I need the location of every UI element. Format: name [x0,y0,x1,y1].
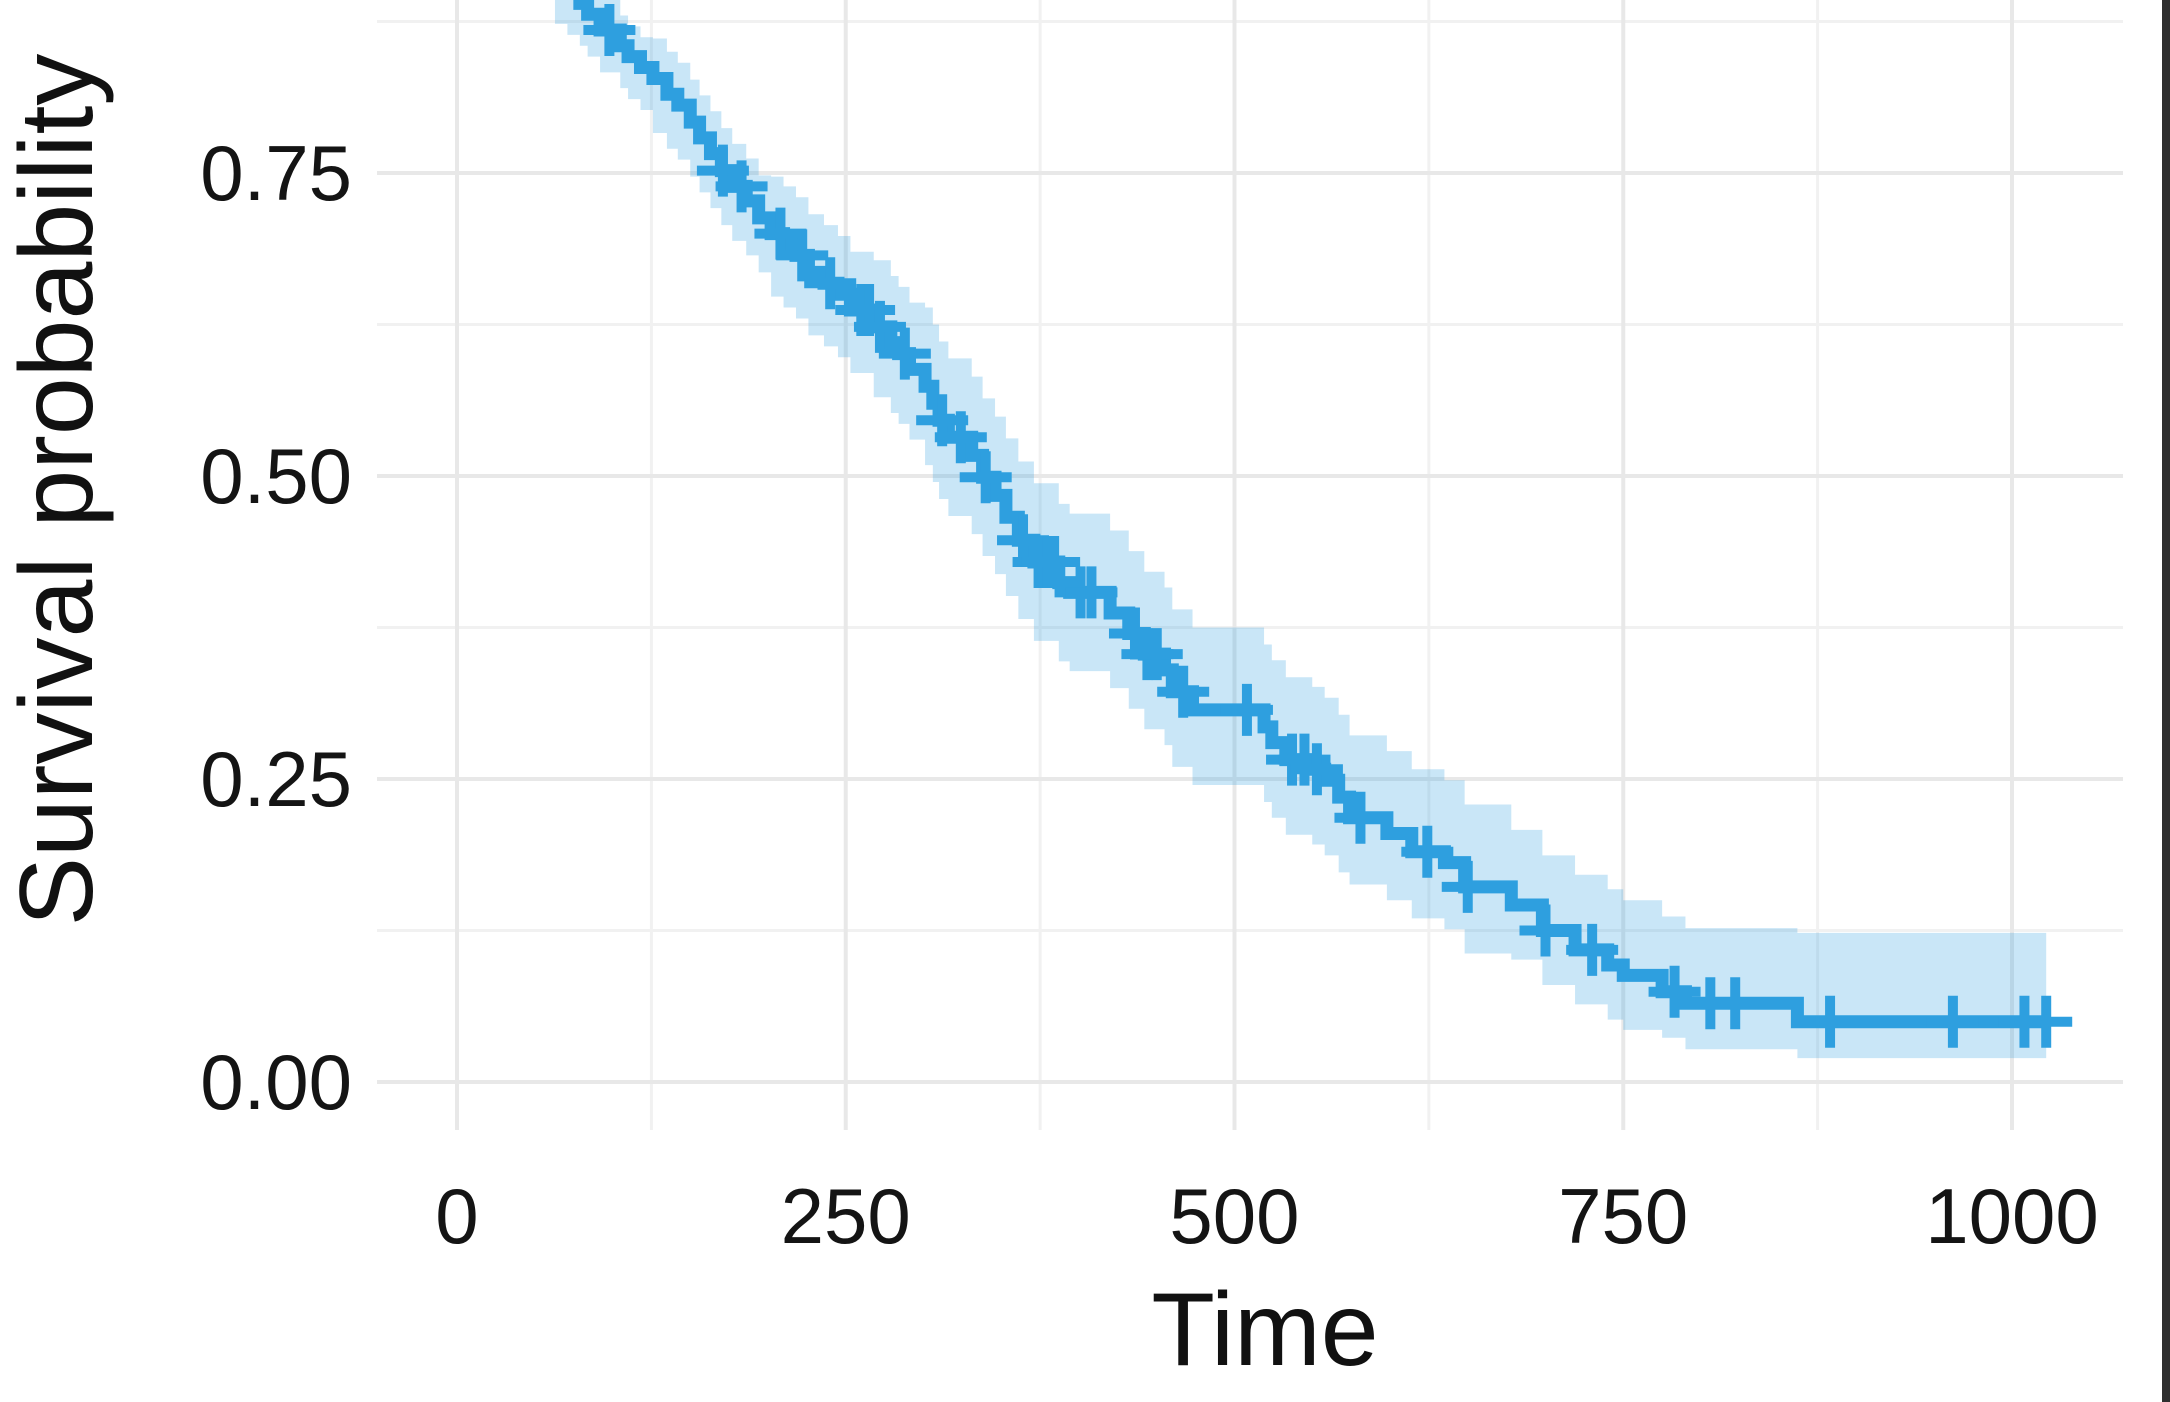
screenshot-right-border [2162,0,2170,1402]
x-tick-label: 1000 [1925,1172,2099,1260]
confidence-band [554,0,2047,1059]
x-tick-label: 250 [781,1172,911,1260]
y-tick-label: 0.50 [200,432,352,520]
y-tick-labels: 0.75 0.50 0.25 0.00 [200,129,352,1126]
y-tick-label: 0.00 [200,1038,352,1126]
censor-marks [583,3,2073,1048]
x-tick-label: 750 [1558,1172,1688,1260]
x-tick-label: 500 [1169,1172,1299,1260]
x-tick-labels: 0 250 500 750 1000 [435,1172,2098,1260]
y-tick-label: 0.75 [200,129,352,217]
y-tick-label: 0.25 [200,735,352,823]
x-axis-title: Time [1151,1272,1379,1388]
grid-major [377,0,2123,1130]
y-axis-title: Survival probability [0,53,115,927]
x-tick-label: 0 [435,1172,478,1260]
